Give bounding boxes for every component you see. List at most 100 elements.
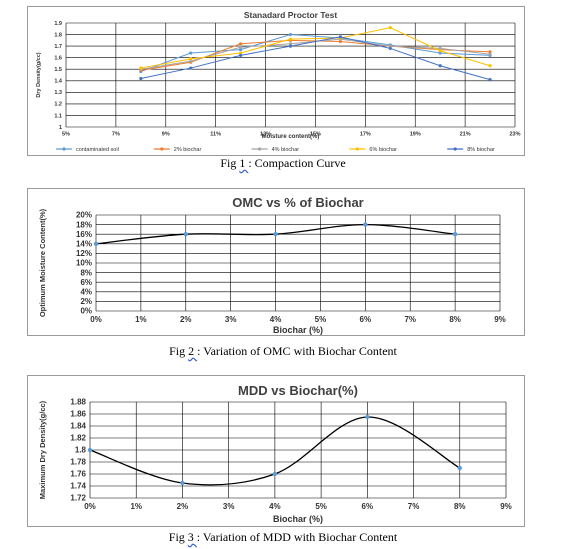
y-tick-label-1: 10% [76,259,92,268]
y-tick-label-1: 18% [76,220,92,229]
x-tick-label-2: 1% [130,502,142,511]
series-line-0-4 [140,36,491,81]
x-axis-label-1: Biochar (%) [273,325,323,335]
y-tick-label-0: 1.6 [54,56,62,62]
data-point-0-0 [239,47,243,52]
mdd-chart: MDD vs Biochar(%) 1.72 1.74 1.76 1.78 1.8 1.82… [27,375,525,527]
data-point-0-4 [288,44,293,48]
data-point-1-0 [363,222,368,227]
x-tick-label-0: 19% [410,132,421,138]
data-point-0-4 [488,78,492,82]
data-point-1-0 [183,232,188,237]
x-tick-label-1: 9% [494,315,506,324]
y-tick-label-2: 1.88 [70,398,86,407]
fig2-caption-prefix: Fig [169,344,189,358]
x-tick-label-1: 0% [90,315,102,324]
data-point-0-2 [189,59,193,63]
y-tick-label-2: 1.84 [70,422,86,431]
y-tick-label-1: 12% [76,249,92,258]
x-tick-label-0: 7% [112,132,120,138]
fig1-caption-prefix: Fig [220,156,240,170]
y-tick-label-1: 4% [80,287,92,296]
x-axis-label-0: Moisture content(%) [262,134,320,140]
data-point-0-1 [488,50,492,54]
legend-marker-1 [160,147,164,151]
y-tick-label-1: 20% [76,211,92,220]
x-tick-label-2: 4% [269,502,281,511]
y-tick-label-2: 1.78 [70,458,86,467]
y-tick-label-1: 8% [80,268,92,277]
data-point-0-2 [388,44,392,48]
legend-label-3: 6% biochar [369,147,397,153]
data-point-0-0 [189,51,193,55]
x-tick-label-1: 5% [315,315,327,324]
data-point-2-0 [87,447,93,453]
x-tick-label-2: 9% [500,502,512,511]
fig2-caption-text: : Variation of OMC with Biochar Content [197,344,397,358]
omc-chart-svg: OMC vs % of Biochar0%2%4%6%8%10%12%14%16… [38,195,506,335]
data-point-0-3 [438,49,442,53]
x-tick-label-2: 6% [362,502,374,511]
data-point-0-2 [239,45,243,49]
y-tick-label-0: 1.9 [54,21,62,27]
y-tick-label-0: 1 [59,125,62,131]
x-tick-label-0: 17% [360,132,371,138]
data-point-0-1 [239,42,243,46]
y-tick-label-2: 1.8 [75,446,87,455]
y-tick-label-2: 1.86 [70,410,86,419]
y-tick-label-1: 2% [80,297,92,306]
x-tick-label-1: 7% [404,315,416,324]
data-point-0-4 [388,46,392,51]
fig3-caption-text: : Variation of MDD with Biochar Content [196,530,398,544]
chart-title-0: Stanadard Proctor Test [244,10,338,20]
x-tick-label-2: 7% [408,502,420,511]
data-point-0-3 [239,51,243,55]
data-point-1-0 [452,232,458,237]
data-point-0-3 [189,57,193,61]
y-tick-label-0: 1.8 [54,32,62,38]
data-point-0-2 [288,42,293,46]
data-point-2-0 [180,480,185,486]
y-tick-label-0: 1.3 [54,90,62,96]
x-tick-label-0: 9% [162,132,170,138]
y-axis-label-0: Dry Density(g/cc) [36,52,42,97]
data-point-0-0 [438,51,442,55]
data-point-0-4 [239,53,243,57]
legend-label-1: 2% biochar [174,147,202,153]
x-tick-label-0: 23% [509,132,520,138]
data-point-0-2 [488,52,492,56]
y-tick-label-1: 6% [80,278,92,287]
data-point-0-4 [139,76,143,81]
x-tick-label-1: 2% [180,315,192,324]
legend-marker-4 [453,147,457,151]
x-tick-label-0: 11% [210,132,221,138]
chart-title-2: MDD vs Biochar(%) [238,383,358,398]
data-point-1-0 [273,232,278,237]
y-tick-label-0: 1.7 [54,44,62,50]
chart-title-1: OMC vs % of Biochar [232,195,363,210]
x-tick-label-1: 6% [360,315,372,324]
legend-label-0: contaminated soil [76,147,119,153]
fig1-caption-number: 1 [239,156,249,170]
legend-label-4: 8% biochar [467,147,495,153]
data-point-0-2 [438,46,442,51]
x-tick-label-2: 0% [84,502,96,511]
x-axis-label-2: Biochar (%) [273,514,323,524]
data-point-2-0 [272,471,278,477]
compaction-chart-svg: Stanadard Proctor Test 1 1.1 1.2 1.3 1.4 1.5 1.… [36,10,521,153]
fig2-caption: Fig 2 : Variation of OMC with Biochar Co… [0,344,566,359]
x-tick-label-1: 8% [449,315,461,324]
y-tick-label-0: 1.5 [54,67,62,73]
data-point-0-3 [488,64,492,68]
data-point-0-0 [288,32,293,37]
data-point-1-0 [93,241,99,246]
omc-chart: OMC vs % of Biochar 0% 2% 4% 6% 8% 10% 12% 14% 16… [27,188,525,336]
data-point-2-0 [365,414,370,420]
y-tick-label-0: 1.1 [54,113,62,119]
x-tick-label-2: 5% [315,502,327,511]
data-point-0-4 [189,66,193,70]
x-tick-label-2: 3% [223,502,235,511]
x-tick-label-0: 15% [310,132,321,138]
y-tick-label-2: 1.82 [70,434,86,443]
legend-marker-3 [355,147,359,151]
